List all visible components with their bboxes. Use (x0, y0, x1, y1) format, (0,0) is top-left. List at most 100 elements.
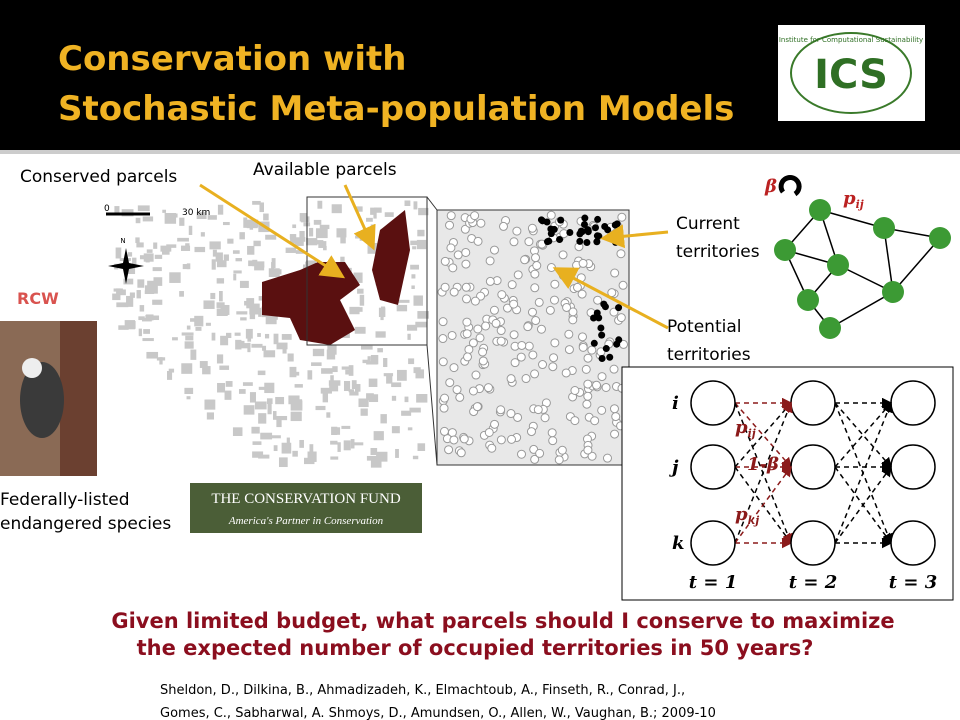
net-node (873, 217, 895, 239)
parcel (273, 411, 277, 420)
parcel (146, 249, 153, 253)
parcel (406, 324, 418, 331)
parcel (210, 292, 216, 300)
occupied (576, 237, 584, 245)
net-edge (828, 291, 894, 329)
parcel (304, 457, 315, 465)
scale-start: 0 (104, 204, 110, 214)
row-label: k (672, 533, 684, 554)
parcel (139, 305, 145, 312)
state (890, 444, 936, 490)
parcel (138, 328, 142, 337)
parcel (114, 206, 120, 214)
parcel (190, 349, 197, 360)
parcel (137, 205, 150, 212)
territory (610, 429, 620, 439)
parcel (181, 363, 193, 374)
territory (554, 455, 564, 465)
parcel (366, 361, 378, 365)
label: Conserved parcels (20, 167, 177, 187)
state (790, 520, 836, 566)
territory (561, 368, 571, 378)
parcel (262, 345, 267, 351)
occupied (601, 223, 609, 231)
parcel (276, 415, 288, 421)
parcel (282, 347, 287, 354)
edge-sub: ij (856, 198, 864, 211)
parcel (401, 410, 412, 416)
parcel (244, 300, 248, 306)
territory (513, 270, 523, 280)
territory (509, 237, 519, 247)
territory (439, 403, 449, 413)
territory (445, 220, 455, 230)
parcel (179, 217, 185, 226)
territory (591, 380, 601, 390)
parcel (380, 414, 387, 424)
territory (468, 386, 478, 396)
territory (449, 287, 459, 297)
parcel (370, 207, 377, 215)
territory (527, 223, 537, 233)
parcel (260, 432, 273, 440)
parcel (168, 368, 175, 373)
parcel (343, 380, 351, 392)
parcel (135, 237, 140, 244)
territory (512, 226, 522, 236)
parcel (391, 382, 402, 388)
territory (503, 303, 513, 313)
parcel (287, 353, 294, 362)
transition (834, 401, 893, 544)
parcel (264, 382, 275, 394)
parcel (391, 395, 397, 401)
parcel (117, 289, 126, 296)
parcel (144, 290, 155, 295)
parcel (215, 252, 223, 262)
territory (530, 369, 540, 379)
territory (562, 302, 572, 312)
parcel (195, 326, 202, 331)
parcel (211, 259, 216, 270)
parcel (299, 213, 308, 222)
occupied (595, 232, 603, 240)
parcel (181, 332, 194, 336)
occupied (601, 303, 609, 311)
parcel (245, 328, 253, 339)
parcel (240, 317, 247, 321)
parcel (312, 348, 325, 357)
parcel (407, 333, 411, 340)
territory (470, 296, 480, 306)
territory (610, 268, 620, 278)
parcel (340, 234, 346, 244)
parcel (295, 250, 304, 254)
parcel (355, 206, 363, 212)
parcel (411, 285, 415, 289)
parcel (127, 252, 133, 257)
parcel (118, 325, 129, 330)
parcel (276, 419, 282, 428)
territory (472, 402, 482, 412)
parcel (124, 320, 136, 330)
territory (462, 317, 472, 327)
parcel (239, 232, 245, 240)
territory (460, 224, 470, 234)
parcel (252, 259, 258, 267)
occupied (566, 228, 574, 236)
parcel (313, 219, 322, 225)
territory (578, 342, 588, 352)
parcel (375, 331, 386, 338)
parcel (169, 272, 181, 283)
parcel (396, 304, 408, 312)
territory (446, 243, 456, 253)
north-label: N (120, 237, 125, 245)
parcel (354, 384, 361, 392)
parcel (412, 246, 417, 250)
parcel (368, 394, 379, 403)
parcel (186, 396, 191, 400)
territory (439, 426, 449, 436)
parcel (404, 200, 411, 206)
fund-logo (190, 483, 422, 533)
parcel (343, 440, 351, 451)
occupied (556, 236, 564, 244)
parcel (194, 315, 204, 327)
